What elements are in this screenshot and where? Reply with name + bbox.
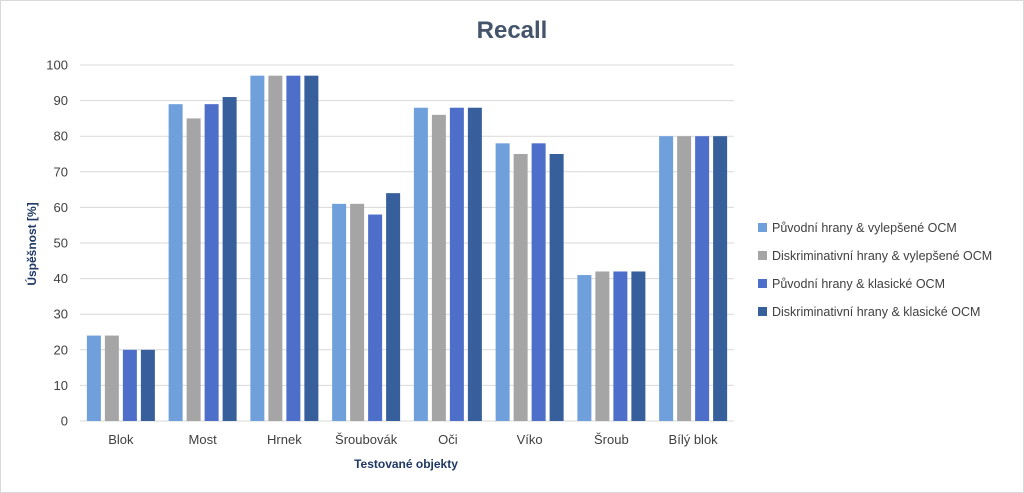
bar — [250, 75, 265, 422]
bar — [713, 136, 728, 421]
y-axis-ticks: 0 10 20 30 40 50 60 70 80 90 100 — [46, 58, 68, 429]
bar — [104, 335, 119, 421]
bar — [695, 136, 710, 421]
y-tick-label: 100 — [46, 58, 68, 73]
bar — [549, 154, 564, 421]
y-tick-label: 0 — [61, 414, 68, 429]
y-tick-label: 70 — [54, 164, 68, 179]
bar — [286, 75, 301, 422]
bar — [631, 271, 646, 421]
legend-label: Diskriminativní hrany & klasické OCM — [772, 305, 980, 319]
bar — [659, 136, 674, 421]
y-tick-label: 50 — [54, 236, 68, 251]
x-tick-label: Most — [189, 432, 218, 447]
bar — [613, 271, 628, 421]
y-tick-label: 10 — [54, 378, 68, 393]
y-tick-label: 40 — [54, 271, 68, 286]
bar — [595, 271, 610, 421]
bar — [168, 104, 183, 421]
bar — [86, 335, 101, 421]
bar — [577, 275, 592, 421]
y-tick-label: 60 — [54, 200, 68, 215]
bar — [350, 203, 365, 421]
y-tick-label: 80 — [54, 129, 68, 144]
bars — [86, 75, 728, 422]
bar — [531, 143, 546, 421]
bar — [386, 193, 401, 421]
bar — [222, 97, 237, 421]
bar — [413, 107, 428, 421]
legend-swatch — [758, 223, 767, 232]
x-axis-title: Testované objekty — [354, 457, 458, 471]
bar — [204, 104, 219, 421]
legend-swatch — [758, 279, 767, 288]
bar — [140, 349, 155, 421]
bar — [186, 118, 201, 422]
bar — [368, 214, 383, 421]
bar — [431, 114, 446, 421]
x-axis-ticks: Blok Most Hrnek Šroubovák Oči Víko Šroub Bílý b… — [108, 432, 718, 447]
legend-swatch — [758, 307, 767, 316]
x-tick-label: Oči — [438, 432, 458, 447]
chart-title: Recall — [477, 17, 548, 44]
legend-label: Diskriminativní hrany & vylepšené OCM — [772, 249, 992, 263]
y-tick-label: 30 — [54, 307, 68, 322]
bar — [677, 136, 692, 421]
bar — [122, 349, 137, 421]
x-tick-label: Hrnek — [267, 432, 302, 447]
x-tick-label: Šroubovák — [335, 432, 398, 447]
bar — [449, 107, 464, 421]
legend: Původní hrany & vylepšené OCM Diskriminat… — [758, 221, 992, 319]
bar — [268, 75, 283, 422]
bar — [495, 143, 510, 421]
legend-label: Původní hrany & vylepšené OCM — [772, 221, 957, 235]
y-tick-label: 90 — [54, 93, 68, 108]
legend-swatch — [758, 251, 767, 260]
x-tick-label: Šroub — [594, 432, 629, 447]
y-tick-label: 20 — [54, 342, 68, 357]
bar — [332, 203, 347, 421]
x-tick-label: Bílý blok — [669, 432, 719, 447]
x-tick-label: Víko — [517, 432, 543, 447]
bar — [304, 75, 319, 422]
bar — [467, 107, 482, 421]
x-tick-label: Blok — [108, 432, 134, 447]
bar — [513, 154, 528, 421]
y-axis-title: Úspěšnost [%] — [24, 202, 39, 285]
legend-label: Původní hrany & klasické OCM — [772, 277, 945, 291]
